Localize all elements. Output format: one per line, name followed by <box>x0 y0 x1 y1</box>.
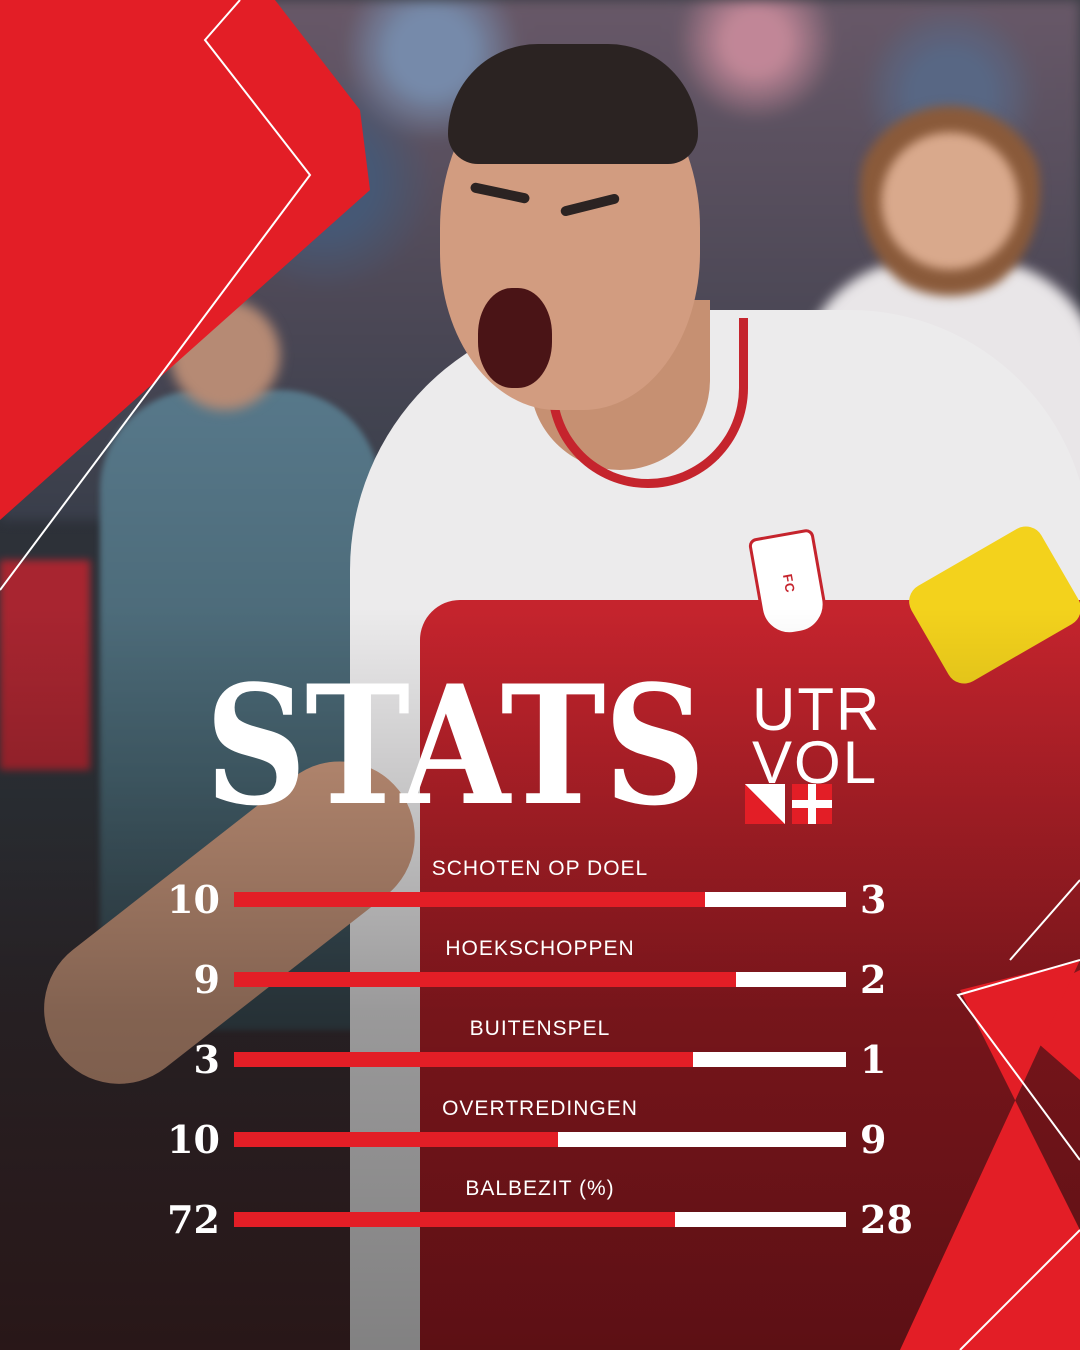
stat-home-value: 3 <box>193 1037 220 1082</box>
stat-bar <box>234 892 846 907</box>
stat-home-value: 9 <box>193 957 220 1002</box>
utrecht-flag-icon <box>745 784 785 824</box>
stat-label: BALBEZIT (%) <box>465 1177 615 1200</box>
home-team-code: UTR <box>752 676 882 743</box>
stat-label: OVERTREDINGEN <box>442 1097 638 1120</box>
stats-title: STATS <box>205 649 706 842</box>
stat-bar <box>234 972 846 987</box>
volendam-flag-icon <box>792 784 832 824</box>
stat-label: BUITENSPEL <box>469 1017 611 1040</box>
stat-away-value: 3 <box>860 877 887 922</box>
stat-label: SCHOTEN OP DOEL <box>431 857 649 880</box>
away-team-code: VOL <box>752 729 879 796</box>
stat-bar <box>234 1052 846 1067</box>
stat-label: HOEKSCHOPPEN <box>445 937 635 960</box>
stat-home-value: 72 <box>167 1197 220 1242</box>
stat-away-value: 28 <box>860 1197 913 1242</box>
stat-home-value: 10 <box>167 877 220 922</box>
stat-away-value: 2 <box>860 957 887 1002</box>
stat-away-value: 1 <box>860 1037 887 1082</box>
stat-bar <box>234 1212 846 1227</box>
stadium-sign <box>0 560 90 770</box>
stat-away-value: 9 <box>860 1117 887 1162</box>
stat-home-value: 10 <box>167 1117 220 1162</box>
stat-bar <box>234 1132 846 1147</box>
